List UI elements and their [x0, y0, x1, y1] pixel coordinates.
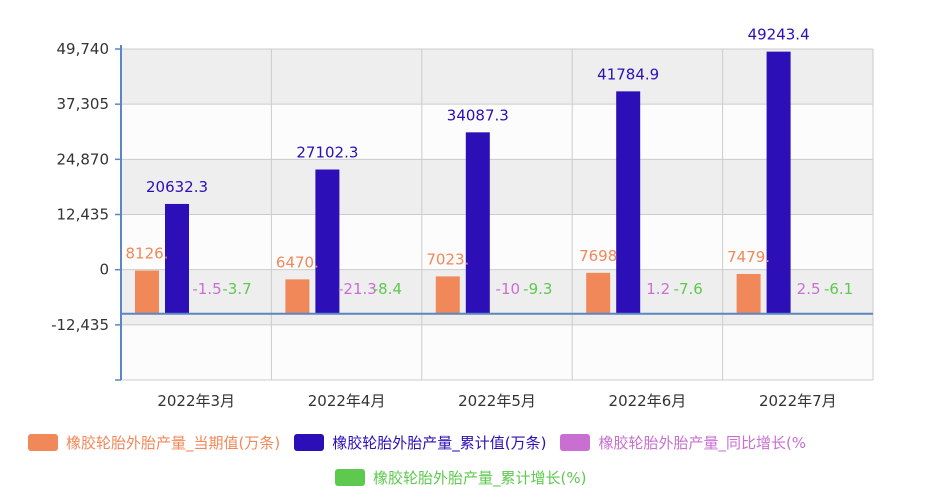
plot-band	[121, 159, 873, 215]
legend-item[interactable]: 橡胶轮胎外胎产量_当期值(万条)	[28, 432, 280, 453]
data-label: 20632.3	[146, 178, 208, 196]
legend-item[interactable]: 橡胶轮胎外胎产量_同比增长(%	[560, 432, 806, 453]
y-tick-labels: 49,740 37,305 24,870 12,435 0 -12,435	[51, 40, 109, 334]
bar-series-2	[616, 91, 641, 314]
legend-label: 橡胶轮胎外胎产量_当期值(万条)	[66, 434, 281, 452]
data-label: 34087.3	[447, 106, 509, 124]
x-tick-label: 2022年3月	[157, 392, 235, 410]
grid-lines	[121, 48, 874, 381]
plot-band	[121, 104, 873, 160]
data-label: -8.4	[373, 280, 402, 298]
data-label: 1.2	[646, 280, 670, 298]
bar-series-2	[766, 51, 791, 314]
data-label: 2.5	[797, 280, 821, 298]
data-label: 49243.4	[748, 26, 810, 44]
legend-row-1: 橡胶轮胎外胎产量_当期值(万条) 橡胶轮胎外胎产量_累计值(万条) 橡胶轮胎外胎产量…	[28, 432, 820, 453]
x-tick-labels: 2022年3月 2022年4月 2022年5月 2022年6月 2022年7月	[157, 392, 836, 410]
bar-series-1	[736, 273, 761, 314]
legend-swatch	[294, 434, 325, 451]
bar-series-2	[315, 169, 340, 314]
legend-swatch	[28, 434, 58, 451]
plot-band	[121, 214, 873, 270]
x-tick-label: 2022年4月	[308, 392, 386, 410]
data-label: 41784.9	[597, 65, 659, 83]
x-tick-label: 2022年7月	[759, 392, 837, 410]
legend-item[interactable]: 橡胶轮胎外胎产量_累计增长(%)	[335, 467, 586, 488]
data-label: 8126.	[126, 245, 169, 263]
legend-row-2: 橡胶轮胎外胎产量_累计增长(%)	[335, 467, 600, 488]
legend-label: 橡胶轮胎外胎产量_同比增长(%	[598, 434, 807, 452]
y-tick-label: -12,435	[51, 316, 109, 334]
y-tick-label: 49,740	[57, 40, 110, 58]
data-label: -6.1	[824, 280, 853, 298]
legend-label: 橡胶轮胎外胎产量_累计增长(%)	[373, 469, 587, 487]
x-tick-label: 2022年6月	[609, 392, 687, 410]
bar-series-1	[135, 270, 159, 314]
data-label: -10	[496, 280, 521, 298]
data-label: -1.5	[192, 280, 221, 298]
legend-swatch	[560, 434, 591, 451]
y-tick-label: 12,435	[57, 206, 110, 224]
data-label: 27102.3	[296, 144, 358, 162]
legend-label: 橡胶轮胎外胎产量_累计值(万条)	[332, 434, 547, 452]
data-label: 7479.	[727, 248, 770, 266]
bars	[135, 51, 851, 314]
data-label: -7.6	[674, 280, 703, 298]
data-label: 7698	[579, 247, 617, 265]
bar-series-1	[285, 279, 310, 314]
plot-band	[121, 324, 873, 380]
bar-series-2	[465, 132, 490, 314]
bar-series-1	[435, 276, 460, 314]
y-tick-label: 37,305	[57, 95, 110, 113]
axes	[115, 45, 873, 381]
plot-band	[121, 49, 873, 105]
bar-series-1	[586, 272, 611, 314]
data-label: 6470.	[276, 253, 319, 271]
plot-background	[121, 49, 873, 380]
data-label: 7023.	[426, 250, 469, 268]
legend-swatch	[335, 469, 365, 486]
data-labels: 8126. 20632.3 -1.5 -3.7 6470. 27102.3 -21.3-8.…	[126, 26, 854, 298]
legend-item[interactable]: 橡胶轮胎外胎产量_累计值(万条)	[294, 432, 546, 453]
data-label: -21.3	[338, 280, 377, 298]
bar-series-2	[165, 203, 189, 314]
bar-chart: 8126. 20632.3 -1.5 -3.7 6470. 27102.3 -21.3-8.…	[51, 26, 874, 410]
data-label: -3.7	[222, 280, 251, 298]
y-tick-label: 0	[99, 261, 109, 279]
x-tick-label: 2022年5月	[458, 392, 536, 410]
y-tick-label: 24,870	[57, 150, 110, 168]
data-label: -9.3	[523, 280, 552, 298]
